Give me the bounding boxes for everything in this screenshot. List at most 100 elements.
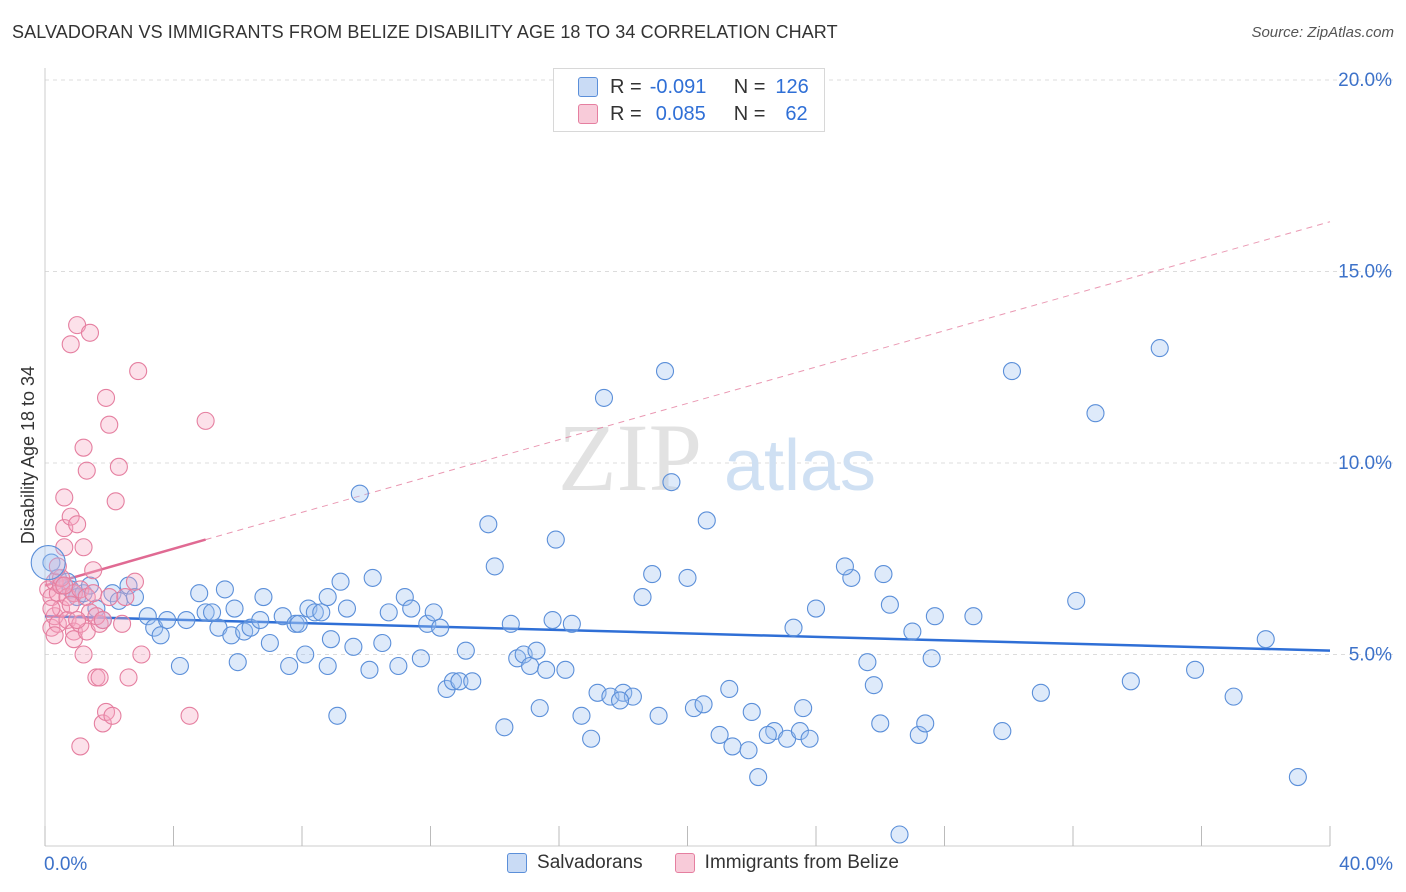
belize-point <box>55 576 74 595</box>
salvadorans-point <box>678 568 697 587</box>
watermark-zip: ZIP <box>558 404 702 511</box>
data-points <box>30 316 1307 844</box>
salvadorans-point <box>337 599 357 618</box>
belize-point <box>64 622 83 641</box>
source-label: Source: ZipAtlas.com <box>1251 24 1394 41</box>
salvadorans-point <box>501 614 520 633</box>
salvadorans-point <box>697 511 716 530</box>
salvadorans-point <box>196 603 215 622</box>
salvadorans-point <box>684 699 703 718</box>
stats-legend: R = -0.091 N = 126 R = 0.085 N = 62 <box>553 68 825 132</box>
belize-point <box>90 668 109 687</box>
salvadorans-cluster-point <box>30 545 66 581</box>
n-label: N = <box>733 75 766 98</box>
salvadorans-point <box>251 610 270 630</box>
salvadorans-point <box>241 618 260 637</box>
belize-point <box>106 492 125 511</box>
y-tick-label: 15.0% <box>1338 262 1392 283</box>
r-label: R = <box>610 75 642 98</box>
salvadorans-point <box>610 691 630 710</box>
salvadorans-point <box>389 656 408 676</box>
y-axis-label: Disability Age 18 to 34 <box>18 366 38 544</box>
salvadorans-point <box>1121 672 1140 691</box>
y-tick-label: 10.0% <box>1338 453 1392 474</box>
belize-legend-swatch <box>674 853 695 873</box>
x-tick-label: 0.0% <box>44 854 87 875</box>
salvadorans-point <box>1150 339 1169 358</box>
belize-point <box>116 587 135 607</box>
salvadorans-point <box>556 660 575 679</box>
salvadorans-point <box>594 388 614 407</box>
salvadorans-point <box>1256 630 1275 649</box>
gridlines <box>45 79 1395 655</box>
n-value-belize: 62 <box>785 102 808 125</box>
belize-point <box>119 668 138 687</box>
salvadorans-point <box>720 679 739 699</box>
salvadorans-point <box>794 699 813 718</box>
salvadorans-point <box>723 737 742 756</box>
salvadorans-point <box>890 825 909 844</box>
salvadorans-point <box>582 729 601 748</box>
salvadorans-point <box>749 768 768 787</box>
legend-item-belize[interactable]: Immigrants from Belize <box>674 852 899 874</box>
salvadorans-point <box>655 362 675 381</box>
trend-line-1 <box>44 538 206 587</box>
salvadorans-point <box>254 587 273 607</box>
salvadorans-point <box>916 714 935 733</box>
belize-point <box>74 438 93 457</box>
belize-point <box>96 388 116 407</box>
x-tick-label: 40.0% <box>1339 854 1393 875</box>
belize-point <box>42 599 61 618</box>
salvadorans-point <box>305 603 324 622</box>
salvadorans-point <box>842 568 861 587</box>
salvadorans-point <box>138 607 157 626</box>
salvadorans-point <box>521 656 540 676</box>
trend-extension-1 <box>205 221 1331 541</box>
belize-point <box>48 614 67 633</box>
belize-point <box>132 645 151 664</box>
salvadorans-point <box>864 676 883 695</box>
salvadorans-point <box>1067 591 1086 610</box>
watermark-atlas: atlas <box>724 426 876 506</box>
salvadorans-point <box>125 587 144 607</box>
salvadorans-point <box>395 587 414 607</box>
salvadorans-point <box>360 660 379 679</box>
salvadorans-point <box>402 599 421 618</box>
salvadorans-point <box>543 610 562 630</box>
belize-point <box>103 706 122 725</box>
salvadorans-point <box>158 610 177 630</box>
belize-legend-label: Immigrants from Belize <box>704 852 899 873</box>
r-label: R = <box>610 102 642 125</box>
belize-point <box>61 507 80 526</box>
salvadorans-point <box>1288 768 1307 787</box>
salvadorans-point <box>495 718 514 737</box>
legend-row-salvadorans: R = -0.091 N = 126 <box>578 75 809 99</box>
salvadorans-point <box>800 729 819 748</box>
belize-point <box>93 714 112 733</box>
belize-point <box>74 538 93 557</box>
salvadorans-point <box>321 630 340 649</box>
belize-point <box>71 737 90 756</box>
trend-line-0 <box>44 614 1331 652</box>
series-legend: Salvadorans Immigrants from Belize <box>0 852 1406 874</box>
r-value-belize: 0.085 <box>655 102 706 125</box>
watermark: ZIP atlas <box>558 404 876 511</box>
salvadorans-point <box>530 699 549 718</box>
salvadorans-point <box>318 587 337 607</box>
axes <box>44 68 1331 847</box>
salvadorans-point <box>649 706 668 725</box>
belize-point <box>68 515 87 534</box>
salvadorans-point <box>925 607 944 626</box>
salvadorans-point <box>1224 687 1243 706</box>
salvadorans-point <box>790 722 809 741</box>
salvadorans-point <box>1031 683 1050 702</box>
n-label: N = <box>733 102 766 125</box>
trend-lines <box>44 221 1331 652</box>
belize-point <box>93 610 112 630</box>
salvadorans-point <box>694 695 713 714</box>
salvadorans-point <box>662 473 681 492</box>
salvadorans-point <box>742 702 761 722</box>
salvadorans-point <box>1186 660 1205 679</box>
legend-item-salvadorans[interactable]: Salvadorans <box>507 852 643 874</box>
